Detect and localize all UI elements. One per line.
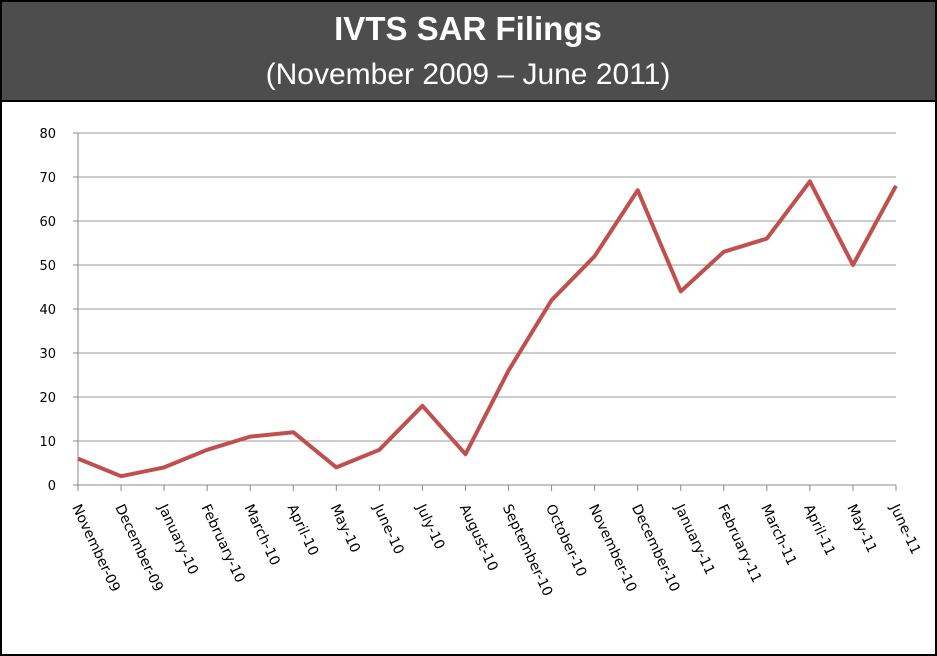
y-tick-label: 70 (39, 171, 56, 186)
y-tick-label: 30 (39, 347, 56, 362)
y-tick-label: 80 (39, 127, 56, 142)
header (0, 0, 937, 102)
line (77, 179, 898, 479)
y-tick-label: 60 (39, 215, 56, 230)
y-tick-label: 10 (39, 435, 56, 450)
chart-title: IVTS SAR Filings (334, 10, 602, 47)
y-tick-label: 20 (39, 391, 56, 406)
y-tick-label: 50 (39, 259, 56, 274)
y-tick-label: 0 (48, 479, 56, 494)
y-tick-label: 40 (39, 303, 56, 318)
chart-subtitle: (November 2009 – June 2011) (266, 58, 671, 91)
